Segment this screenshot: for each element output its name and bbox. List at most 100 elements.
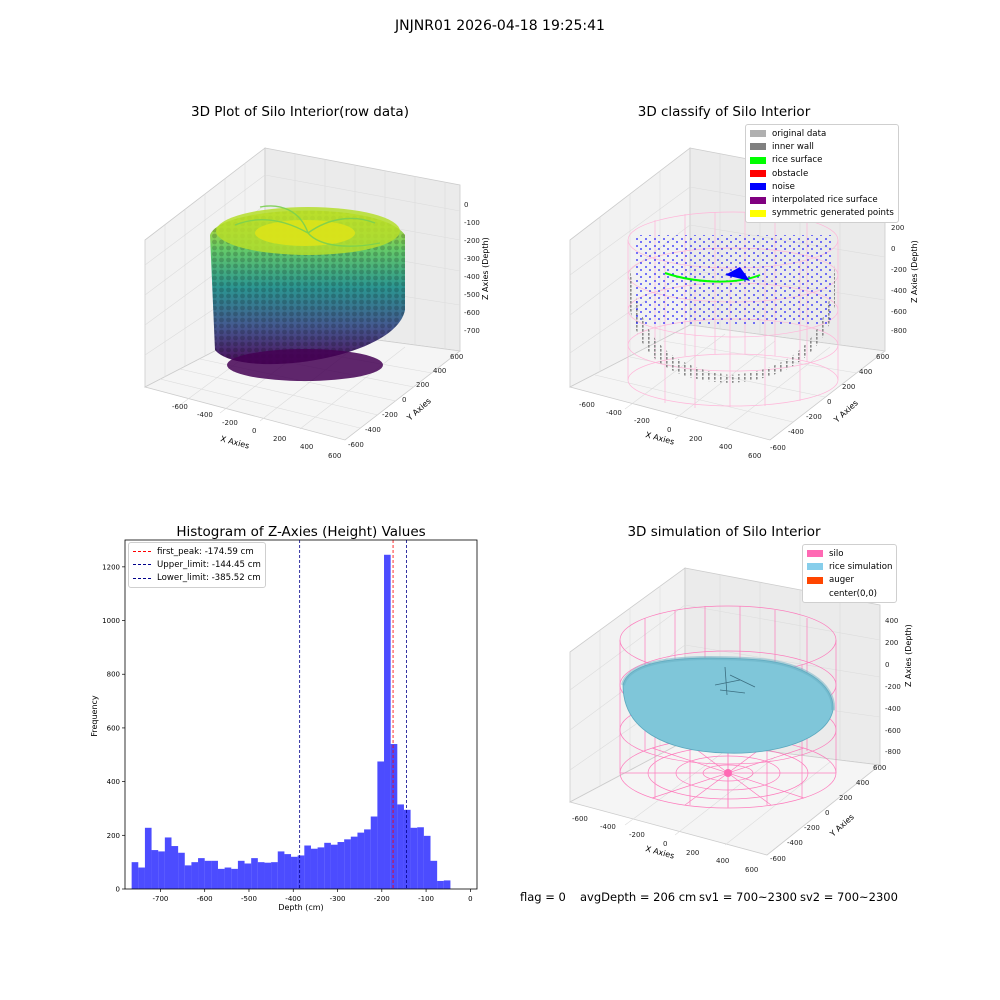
raw-plot-title: 3D Plot of Silo Interior(row data) [191, 104, 409, 120]
simulation-x-tick: 0 [663, 840, 667, 848]
histogram-chart[interactable]: -700 -600 -500 -400 -300 -200 -100 0 0 200 400 600… [80, 536, 490, 916]
histogram-title: Histogram of Z-Axies (Height) Values [176, 524, 426, 540]
histogram-bar [357, 832, 365, 889]
legend-item-inner-wall: inner wall [750, 140, 894, 153]
histogram-ref-lines [299, 540, 407, 889]
classify-z-tick: 200 [891, 224, 904, 232]
classify-z-tick: -800 [891, 327, 907, 335]
simulation-3d-plot[interactable]: -600 -400 -200 0 200 400 600 X Axies -60… [545, 545, 925, 885]
raw-z-tick: -600 [464, 309, 480, 317]
histogram-bar [251, 858, 258, 889]
classify-x-tick: 400 [719, 443, 732, 451]
raw-y-tick: 600 [450, 353, 463, 361]
histogram-bar [291, 856, 298, 889]
raw-y-tick: 200 [416, 381, 429, 389]
raw-x-tick: -400 [197, 411, 213, 419]
raw-z-tick: -400 [464, 273, 480, 281]
raw-z-tick: -300 [464, 255, 480, 263]
histogram-bar [384, 554, 391, 889]
status-sv1: sv1 = 700~2300 [699, 890, 797, 904]
raw-x-tick: -200 [222, 419, 238, 427]
simulation-z-tick: 400 [885, 617, 898, 625]
histogram-x-label: Depth (cm) [278, 903, 323, 912]
classify-y-tick: 600 [876, 353, 889, 361]
histogram-x-tick-label: 0 [468, 895, 472, 903]
simulation-x-tick: -200 [629, 831, 645, 839]
histogram-bar [184, 865, 192, 889]
legend-item-original-data: original data [750, 127, 894, 140]
histogram-bar [257, 862, 265, 889]
histogram-bar [390, 744, 398, 889]
swatch-icon [750, 130, 766, 138]
simulation-y-tick: 600 [873, 764, 886, 772]
figure-title: JNJNR01 2026-04-18 19:25:41 [395, 18, 605, 34]
simulation-x-tick: 400 [716, 857, 729, 865]
histogram-bar [191, 862, 199, 889]
raw-y-label: Y Axies [405, 396, 433, 423]
raw-3d-plot[interactable]: -600 -400 -200 0 200 400 600 X Axies -60… [120, 125, 490, 475]
swatch-icon [750, 183, 766, 191]
simulation-z-tick: 0 [885, 661, 889, 669]
histogram-bar [403, 809, 411, 889]
classify-z-tick: -600 [891, 308, 907, 316]
legend-item-silo: silo [807, 547, 892, 560]
classify-legend: original data inner wall rice surface ob… [745, 124, 899, 224]
raw-y-tick: 400 [433, 367, 446, 375]
histogram-x-tick-label: -700 [152, 895, 168, 903]
raw-y-tick: -600 [348, 441, 364, 449]
classify-y-tick: -200 [806, 413, 822, 421]
classify-y-tick: -600 [770, 444, 786, 452]
legend-item-noise: noise [750, 180, 894, 193]
raw-y-tick: 0 [402, 396, 406, 404]
classify-x-tick: 600 [748, 452, 761, 460]
simulation-z-tick: 200 [885, 639, 898, 647]
classify-z-tick: 0 [891, 245, 895, 253]
swatch-icon [750, 209, 766, 217]
swatch-icon [750, 196, 766, 204]
classify-y-label: Y Axies [832, 398, 860, 425]
classify-y-tick: 0 [827, 398, 831, 406]
histogram-bar [370, 816, 378, 889]
histogram-bar [237, 860, 245, 889]
histogram-bar [364, 829, 371, 889]
simulation-x-label: X Axies [644, 844, 675, 860]
legend-item-center: center(0,0) [807, 587, 892, 600]
simulation-y-tick: 200 [839, 794, 852, 802]
classify-point-cloud [627, 211, 839, 408]
legend-item-first-peak: first_peak: -174.59 cm [133, 545, 261, 558]
histogram-bar [437, 880, 444, 889]
histogram-frame [124, 539, 478, 890]
raw-y-tick: -200 [382, 411, 398, 419]
simulation-z-label: Z Axies (Depth) [904, 624, 913, 687]
histogram-bar [443, 880, 451, 889]
histogram-bar [297, 855, 305, 889]
classify-x-tick: -400 [606, 409, 622, 417]
legend-item-rice-surface: rice surface [750, 154, 894, 167]
simulation-y-label: Y Axies [828, 812, 856, 839]
histogram-bar [423, 835, 431, 889]
classify-x-tick: -200 [634, 417, 650, 425]
histogram-bar [317, 847, 325, 889]
simulation-legend: silo rice simulation auger center(0,0) [802, 544, 898, 604]
classify-x-tick: 200 [689, 435, 702, 443]
histogram-y-tick-label: 600 [107, 724, 120, 732]
histogram-bars [131, 554, 451, 889]
simulation-x-tick: 200 [686, 849, 699, 857]
swatch-icon [807, 590, 823, 597]
histogram-bar [377, 761, 385, 889]
histogram-bar [310, 848, 318, 889]
histogram-y-ticks: 0 200 400 600 800 1000 1200 [102, 563, 125, 894]
histogram-bar [277, 851, 285, 889]
histogram-bar [397, 804, 404, 889]
histogram-bar [138, 867, 145, 889]
dashed-line-icon [133, 564, 151, 566]
histogram-legend: first_peak: -174.59 cm Upper_limit: -144… [128, 542, 266, 588]
raw-z-tick: -500 [464, 291, 480, 299]
histogram-y-tick-label: 0 [116, 886, 120, 894]
status-flag: flag = 0 [520, 890, 566, 904]
histogram-bar [417, 827, 424, 889]
histogram-bar [330, 844, 338, 889]
histogram-x-tick-label: -600 [197, 895, 213, 903]
simulation-z-ticks: 400 200 0 -200 -400 -600 -800 [885, 617, 901, 756]
classify-z-tick: -400 [891, 287, 907, 295]
